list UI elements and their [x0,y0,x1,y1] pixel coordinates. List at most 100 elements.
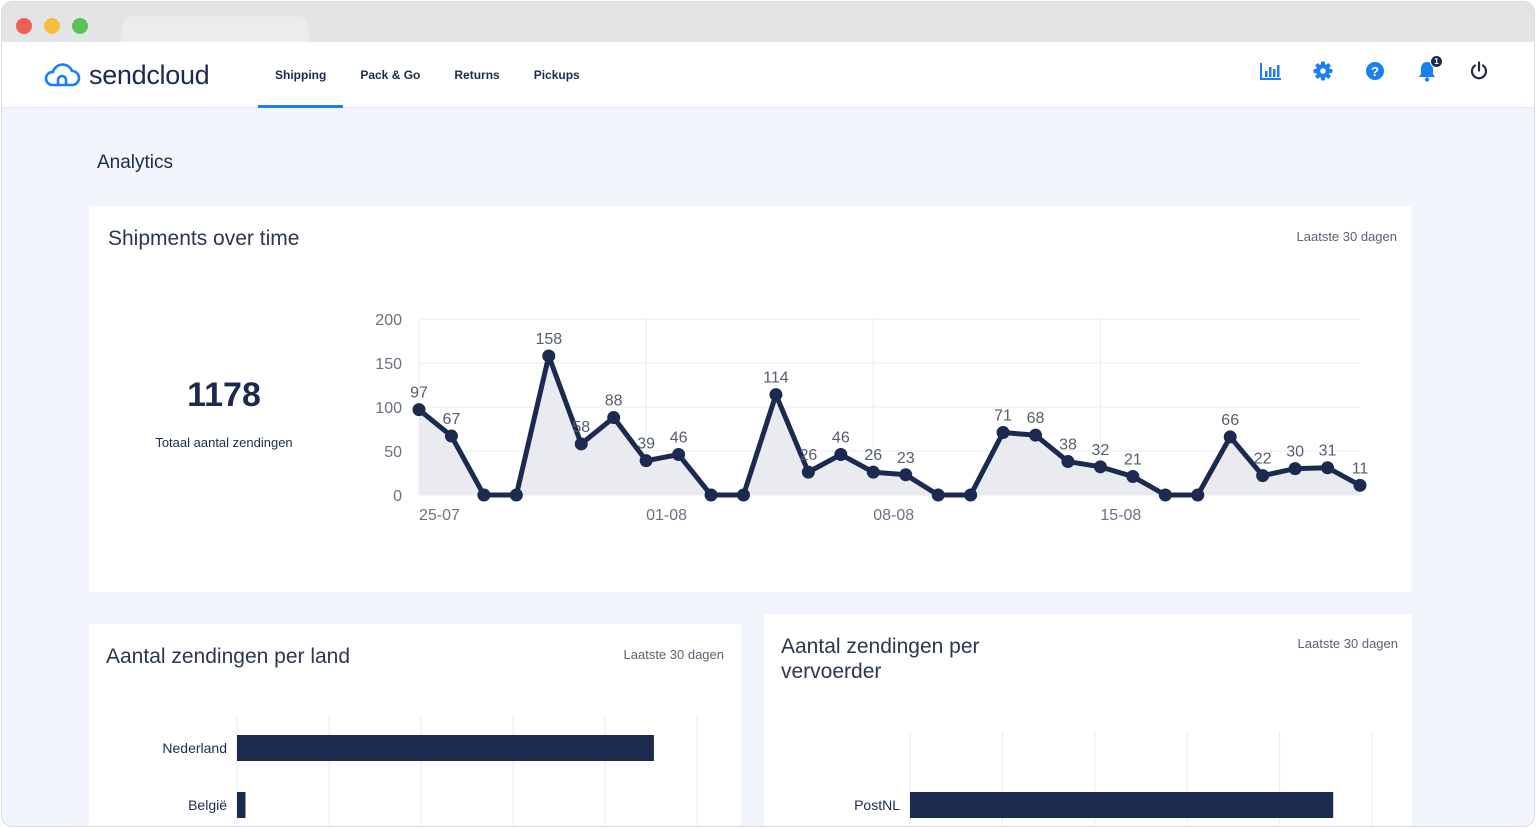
data-point [801,465,815,479]
sendcloud-logo[interactable]: sendcloud [43,58,210,92]
browser-tab[interactable] [120,16,310,43]
nav-tab-returns[interactable]: Returns [454,68,500,82]
data-label: 32 [1092,442,1110,459]
data-label: 88 [605,393,623,410]
data-point [1126,470,1140,484]
svg-text:?: ? [1371,64,1379,79]
top-navigation-bar: sendcloud Shipping Pack & Go Returns Pic… [2,42,1534,108]
data-point [1061,455,1075,469]
data-point [996,426,1010,440]
x-tick-label: 08-08 [873,507,914,524]
total-shipments-label: Totaal aantal zendingen [155,435,293,450]
analytics-icon[interactable] [1260,60,1282,82]
data-label: 31 [1319,443,1337,460]
data-label: 46 [832,430,850,447]
data-label: 158 [535,331,562,348]
data-point [639,454,653,468]
data-label: 26 [864,447,882,464]
close-window-button[interactable] [16,18,32,34]
y-tick-label: 150 [375,356,402,373]
header-icons: ? 1 [1260,55,1490,82]
data-point [1029,428,1043,442]
data-point [509,488,523,502]
x-tick-label: 01-08 [646,507,687,524]
data-point [1256,469,1270,483]
data-point [444,429,458,443]
data-label: 67 [443,411,461,428]
power-icon[interactable] [1468,60,1490,82]
data-point [769,388,783,402]
country-bar-chart: Nederland België [162,716,698,826]
data-label: 22 [1254,451,1272,468]
help-icon[interactable]: ? [1364,60,1386,82]
y-tick-label: 50 [384,444,402,461]
data-point [704,488,718,502]
browser-chrome [2,2,1534,43]
data-point [1321,461,1335,475]
data-label: 21 [1124,452,1142,469]
page-title: Analytics [97,152,174,173]
bar [910,792,1334,818]
shipments-line-chart: 0 50 100 150 200 25-07 01-08 08-08 15-08 97 67 158 5… [375,312,1368,524]
data-point [866,465,880,479]
data-label: 114 [763,370,789,387]
data-label: 66 [1221,412,1239,429]
date-range-label[interactable]: Laatste 30 dagen [623,647,724,662]
data-label: 38 [1059,437,1077,454]
data-point [834,448,848,462]
data-point [412,403,426,417]
series-line [416,353,1363,498]
data-point [542,349,556,363]
card-title: Aantal zendingen per land [106,645,351,668]
main-nav: Shipping Pack & Go Returns Pickups [258,42,597,108]
bar [237,735,654,761]
data-point [1288,462,1302,476]
data-label: 39 [637,436,655,453]
data-point [1353,478,1367,492]
logo-text: sendcloud [89,59,210,90]
data-label: 26 [799,447,817,464]
date-range-label[interactable]: Laatste 30 dagen [1296,229,1397,244]
date-range-label[interactable]: Laatste 30 dagen [1297,636,1398,651]
data-point [477,488,491,502]
data-label: 46 [670,430,688,447]
nav-tab-pickups[interactable]: Pickups [533,68,580,82]
data-point [736,488,750,502]
shipments-over-time-card: Shipments over time Laatste 30 dagen 117… [89,206,1411,592]
maximize-window-button[interactable] [72,18,88,34]
card-title: Shipments over time [108,227,300,250]
shipments-per-carrier-card: Aantal zendingen per vervoerder Laatste … [764,614,1412,826]
data-point [1158,488,1172,502]
data-point [1191,488,1205,502]
data-point [1223,430,1237,444]
data-point [899,468,913,482]
data-label: 68 [1027,410,1045,427]
data-label: 23 [897,450,915,467]
carrier-bar-chart: PostNL [854,732,1373,826]
notifications-icon[interactable]: 1 [1416,55,1443,82]
y-tick-label: 0 [393,488,402,505]
data-point [931,488,945,502]
x-tick-label: 15-08 [1100,507,1141,524]
category-label: PostNL [854,797,900,813]
category-label: België [188,797,227,813]
data-point [1093,460,1107,474]
data-label: 97 [410,385,428,402]
y-tick-label: 200 [375,312,402,329]
total-shipments: 1178 Totaal aantal zendingen [149,376,299,450]
settings-icon[interactable] [1312,60,1334,82]
y-tick-label: 100 [375,400,402,417]
nav-tab-shipping[interactable]: Shipping [258,42,344,108]
minimize-window-button[interactable] [44,18,60,34]
cloud-logo-icon [44,63,81,87]
category-label: Nederland [162,740,227,756]
total-shipments-value: 1178 [187,376,261,414]
data-label: 58 [572,419,590,436]
data-point [574,437,588,451]
nav-tab-pack-and-go[interactable]: Pack & Go [360,68,421,82]
card-title: Aantal zendingen per vervoerder [781,635,980,683]
data-point [607,411,621,425]
data-point [672,448,686,462]
data-label: 30 [1286,444,1304,461]
